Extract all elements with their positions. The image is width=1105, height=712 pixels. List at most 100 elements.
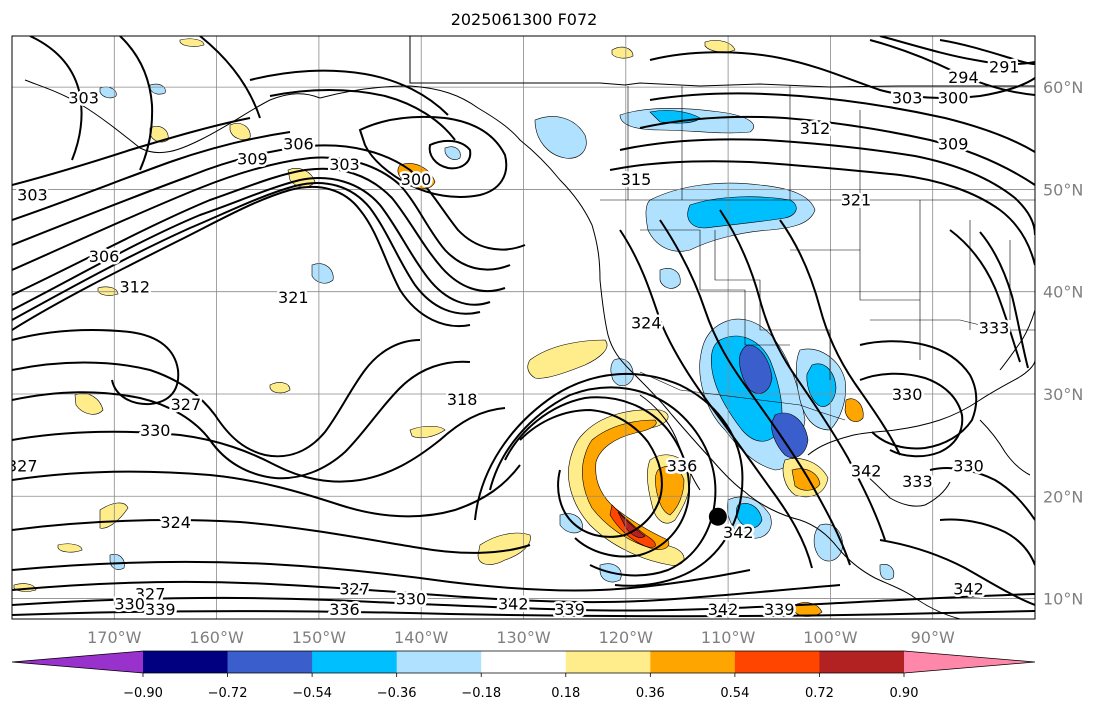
- contour-label-halo: 333: [902, 472, 933, 491]
- contour-label: 342: [953, 579, 984, 598]
- contour-label: 291: [989, 58, 1020, 77]
- latitude-tick-label: 30°N: [1043, 385, 1083, 404]
- contour-label: 294: [948, 68, 979, 87]
- longitude-labels: 170°W 160°W 150°W 140°W 130°W 120°W 110°W 100°W…: [87, 628, 955, 647]
- colorbar-segment: [143, 651, 229, 673]
- contour-label-halo: 324: [631, 313, 662, 332]
- colorbar-tick-label: 0.54: [720, 686, 749, 701]
- storm-marker: [708, 507, 727, 526]
- colorbar-tick-label: −0.36: [377, 686, 417, 701]
- contour-label-halo: 309: [938, 134, 969, 153]
- map-title: 2025061300 F072: [451, 10, 598, 29]
- contour-label-halo: 342: [708, 600, 739, 619]
- contour-label-halo: 303: [17, 186, 48, 205]
- longitude-tick-label: 170°W: [87, 628, 142, 647]
- contour-label: 342: [851, 462, 882, 481]
- contour-label: 306: [89, 247, 120, 266]
- contour-label-halo: 321: [278, 288, 309, 307]
- contour-label: 327: [171, 395, 202, 414]
- contour-label: 330: [396, 590, 427, 609]
- contour-label-halo: 330: [892, 385, 923, 404]
- contour-label-halo: 324: [160, 513, 191, 532]
- contour-label: 342: [498, 595, 529, 614]
- contour-label: 318: [447, 390, 478, 409]
- contour-label-halo: 339: [764, 600, 795, 619]
- contour-label-halo: 294: [948, 68, 979, 87]
- contour-label: 324: [631, 313, 662, 332]
- contour-label: 303: [17, 186, 48, 205]
- contour-label: 300: [401, 170, 432, 189]
- positive-shading: [13, 38, 864, 617]
- contour-label-halo: 303: [892, 88, 923, 107]
- contour-label-halo: 303: [329, 155, 360, 174]
- map-frame: [11, 35, 1036, 620]
- contour-label: 336: [667, 457, 698, 476]
- colorbar-tick-label: 0.18: [551, 686, 580, 701]
- contour-label: 324: [160, 513, 191, 532]
- contour-label-halo: 318: [447, 390, 478, 409]
- colorbar-tick-label: −0.72: [208, 686, 248, 701]
- contour-label: 339: [764, 600, 795, 619]
- contour-label-halo: 342: [498, 595, 529, 614]
- contour-label-halo: 336: [667, 457, 698, 476]
- contour-label-halo: 342: [723, 523, 754, 542]
- latitude-labels: 10°N 20°N 30°N 40°N 50°N 60°N: [1043, 78, 1083, 608]
- longitude-tick-label: 140°W: [394, 628, 449, 647]
- longitude-tick-label: 110°W: [701, 628, 756, 647]
- latitude-tick-label: 20°N: [1043, 487, 1083, 506]
- contour-label-halo: 291: [989, 58, 1020, 77]
- contour-label: 315: [621, 170, 652, 189]
- contour-label-halo: 339: [554, 600, 585, 619]
- longitude-tick-label: 150°W: [292, 628, 347, 647]
- contour-label-halo: 342: [851, 462, 882, 481]
- colorbar-segment: [481, 651, 567, 673]
- contour-label-halo: 330: [140, 421, 171, 440]
- contour-label: 330: [953, 457, 984, 476]
- contour-label-halo: 336: [329, 600, 360, 619]
- contour-label: 303: [892, 88, 923, 107]
- longitude-tick-label: 100°W: [803, 628, 858, 647]
- latitude-tick-label: 10°N: [1043, 590, 1083, 609]
- contour-label: 309: [237, 150, 268, 169]
- colorbar-segment: [819, 651, 905, 673]
- contour-label-halo: 330: [396, 590, 427, 609]
- contour-label-halo: 312: [800, 119, 831, 138]
- colorbar: −0.90 −0.72 −0.54 −0.36 −0.18 0.18 0.36 0.54 0.7…: [11, 650, 1036, 701]
- contour-label: 321: [278, 288, 309, 307]
- colorbar-tick-label: 0.90: [890, 686, 919, 701]
- contour-label: 339: [554, 600, 585, 619]
- contour-label: 330: [114, 595, 145, 614]
- contour-label-halo: 342: [953, 579, 984, 598]
- contour-label: 342: [708, 600, 739, 619]
- contour-label: 306: [283, 134, 314, 153]
- longitude-tick-label: 160°W: [189, 628, 244, 647]
- contour-label-halo: 333: [979, 319, 1010, 338]
- contour-label: 327: [339, 579, 370, 598]
- colorbar-extend-min: [12, 651, 143, 673]
- colorbar-tick-label: 0.36: [636, 686, 665, 701]
- contour-label-halo: 300: [401, 170, 432, 189]
- contour-label: 330: [140, 421, 171, 440]
- longitude-tick-label: 130°W: [496, 628, 551, 647]
- contour-label: 327: [135, 584, 166, 603]
- colorbar-segment: [565, 651, 651, 673]
- contour-label-halo: 306: [89, 247, 120, 266]
- latitude-tick-label: 50°N: [1043, 180, 1083, 199]
- contour-label-halo: 312: [119, 278, 150, 297]
- contour-label: 303: [329, 155, 360, 174]
- coastlines: [24, 36, 1035, 619]
- colorbar-segment: [650, 651, 736, 673]
- contour-label: 321: [841, 191, 872, 210]
- colorbar-segment: [312, 651, 398, 673]
- contour-label: 309: [938, 134, 969, 153]
- contour-label-halo: 327: [339, 579, 370, 598]
- contour-label: 339: [145, 600, 176, 619]
- storm-position-dot: [708, 507, 727, 526]
- contour-label: 333: [979, 319, 1010, 338]
- colorbar-extend-max: [904, 651, 1035, 673]
- contour-label: 330: [892, 385, 923, 404]
- colorbar-segment: [734, 651, 820, 673]
- colorbar-tick-label: 0.72: [805, 686, 834, 701]
- colorbar-segment: [396, 651, 482, 673]
